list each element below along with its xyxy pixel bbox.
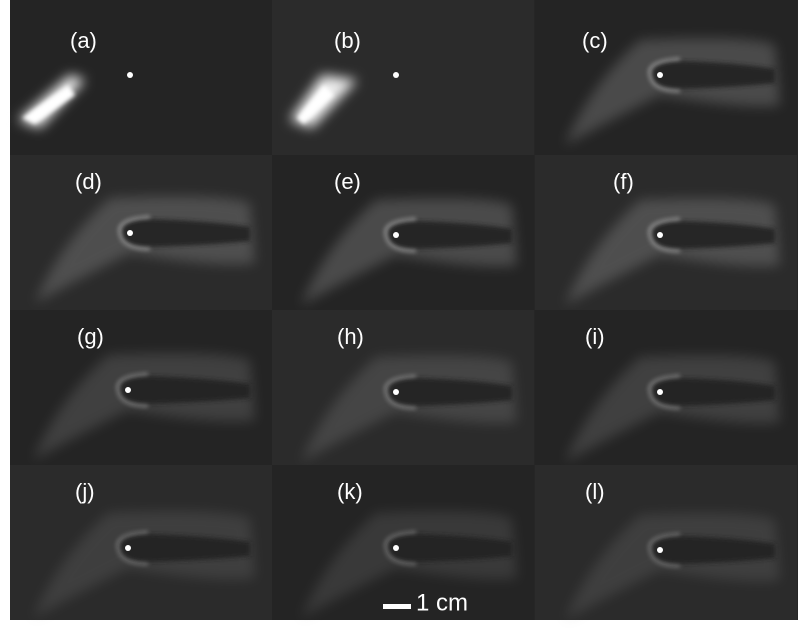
panel-label: (b) xyxy=(334,28,361,53)
panel-label: (e) xyxy=(334,169,361,194)
panel: (h) xyxy=(272,310,534,465)
probe-dot xyxy=(393,389,399,395)
probe-dot xyxy=(127,230,133,236)
panel-background xyxy=(10,0,272,155)
panel: (d) xyxy=(10,155,272,310)
probe-dot xyxy=(125,387,131,393)
probe-dot xyxy=(393,545,399,551)
panel: (l) xyxy=(535,465,797,620)
panel-label: (j) xyxy=(75,479,95,504)
panel: (i) xyxy=(535,310,797,465)
panel: (j) xyxy=(10,465,272,620)
panel-label: (d) xyxy=(75,169,102,194)
probe-dot xyxy=(657,547,663,553)
panel-label: (l) xyxy=(585,479,605,504)
panel-background xyxy=(272,0,534,155)
panel: (a) xyxy=(10,0,272,155)
probe-dot xyxy=(127,72,133,78)
probe-dot xyxy=(125,545,131,551)
probe-dot xyxy=(657,232,663,238)
probe-dot xyxy=(393,232,399,238)
panel: (g) xyxy=(10,310,272,465)
probe-dot xyxy=(393,72,399,78)
panel-label: (g) xyxy=(77,324,104,349)
panel: (c) xyxy=(535,0,797,155)
panel-label: (h) xyxy=(337,324,364,349)
panel: (k) xyxy=(272,465,534,620)
panel-label: (i) xyxy=(585,324,605,349)
probe-dot xyxy=(657,72,663,78)
panel: (e) xyxy=(272,155,534,310)
panel: (b) xyxy=(272,0,534,155)
panel-label: (k) xyxy=(337,479,363,504)
panel: (f) xyxy=(535,155,797,310)
scale-bar xyxy=(383,604,411,609)
scale-bar-label: 1 cm xyxy=(416,589,468,616)
panel-label: (c) xyxy=(582,28,608,53)
panel-grid: (a) (b) (c) (d) (e) (f) (g) (h) (i) (j) (k) (l) xyxy=(10,0,797,620)
panel-label: (a) xyxy=(70,28,97,53)
panel-label: (f) xyxy=(613,169,634,194)
figure: (a) (b) (c) (d) (e) (f) (g) (h) (i) (j) (k) (l) 1 c… xyxy=(0,0,798,634)
probe-dot xyxy=(657,389,663,395)
